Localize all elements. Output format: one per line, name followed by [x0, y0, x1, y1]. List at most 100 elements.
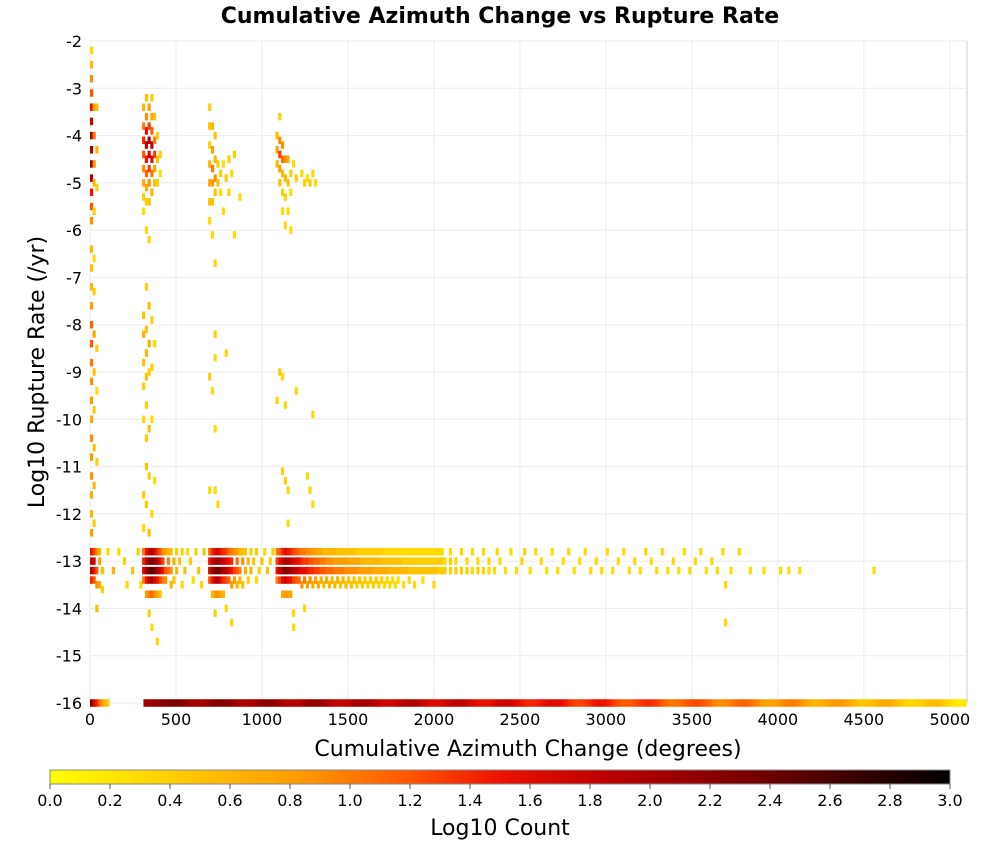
heatmap-cell: [748, 699, 752, 707]
colorbar-label: Log10 Count: [430, 816, 570, 841]
heatmap-cell: [949, 699, 953, 707]
heatmap-cell: [150, 112, 154, 121]
heatmap-cell: [232, 566, 237, 575]
heatmap-cell: [517, 699, 521, 707]
heatmap-cell: [363, 699, 367, 707]
heatmap-cell: [208, 566, 212, 575]
heatmap-cell: [209, 699, 213, 707]
heatmap-cell: [520, 699, 524, 707]
heatmap-cell: [208, 160, 212, 168]
heatmap-cell: [723, 581, 728, 589]
heatmap-cell: [210, 122, 215, 130]
heatmap-cell: [198, 699, 202, 707]
heatmap-cell: [249, 547, 253, 556]
heatmap-cell: [371, 557, 375, 565]
heatmap-cell: [875, 699, 879, 707]
heatmap-cell: [616, 557, 620, 565]
heatmap-cell: [314, 566, 318, 575]
heatmap-cell: [176, 699, 180, 707]
y-tick-label: -9: [66, 363, 82, 382]
heatmap-cell: [300, 699, 304, 707]
heatmap-cell: [338, 581, 342, 589]
heatmap-cell: [457, 699, 461, 707]
heatmap-cell: [336, 557, 340, 565]
heatmap-cell: [289, 590, 293, 598]
heatmap-cell: [144, 325, 148, 334]
heatmap-cell: [520, 557, 524, 565]
heatmap-cell: [281, 566, 285, 575]
heatmap-cell: [927, 699, 931, 707]
heatmap-cell: [344, 581, 348, 589]
heatmap-cell: [286, 519, 290, 528]
heatmap-cell: [224, 547, 228, 556]
heatmap-cell: [421, 557, 425, 565]
heatmap-cell: [150, 576, 154, 584]
colorbar-tick-label: 1.0: [337, 791, 362, 810]
heatmap-cell: [823, 699, 827, 707]
heatmap-cell: [286, 155, 290, 163]
heatmap-cell: [208, 141, 212, 149]
heatmap-cell: [825, 699, 829, 707]
heatmap-cell: [413, 547, 417, 556]
heatmap-cell: [459, 547, 464, 556]
heatmap-cell: [465, 699, 469, 707]
heatmap-cell: [180, 581, 184, 589]
heatmap-cell: [391, 566, 395, 575]
x-tick-label: 5000: [929, 710, 970, 729]
heatmap-cell: [281, 467, 285, 476]
heatmap-cell: [729, 566, 733, 575]
heatmap-cell: [195, 699, 199, 707]
heatmap-cell: [608, 699, 612, 707]
heatmap-cell: [347, 557, 351, 565]
heatmap-cell: [712, 699, 717, 707]
x-tick-label: 0: [85, 710, 95, 729]
heatmap-cell: [878, 699, 882, 707]
heatmap-cell: [905, 699, 909, 707]
heatmap-cell: [235, 566, 239, 575]
heatmap-cell: [232, 231, 237, 239]
heatmap-cell: [330, 557, 334, 565]
heatmap-cell: [202, 547, 206, 556]
heatmap-cell: [90, 699, 94, 707]
heatmap-cell: [155, 590, 159, 598]
heatmap-cell: [227, 547, 231, 556]
heatmap-cell: [600, 566, 604, 575]
heatmap-cell: [90, 202, 94, 211]
heatmap-cell: [278, 112, 282, 121]
heatmap-cell: [95, 103, 99, 111]
heatmap-cell: [308, 576, 312, 584]
heatmap-cell: [561, 699, 565, 707]
heatmap-cell: [580, 699, 585, 707]
heatmap-cell: [679, 699, 684, 707]
heatmap-cell: [308, 557, 312, 565]
heatmap-cell: [779, 566, 783, 575]
heatmap-cell: [216, 590, 220, 598]
heatmap-cell: [278, 136, 282, 145]
heatmap-cell: [393, 557, 397, 565]
heatmap-cell: [213, 188, 217, 197]
heatmap-cell: [153, 112, 157, 121]
heatmap-cell: [311, 557, 315, 565]
heatmap-cell: [147, 609, 151, 617]
heatmap-cell: [933, 699, 937, 707]
heatmap-cell: [479, 699, 483, 707]
heatmap-cell: [834, 699, 838, 707]
heatmap-cell: [228, 699, 232, 707]
heatmap-cell: [230, 169, 234, 178]
heatmap-cell: [184, 699, 188, 707]
heatmap-cell: [144, 283, 148, 291]
heatmap-cell: [90, 320, 94, 329]
heatmap-cell: [283, 557, 287, 565]
heatmap-cell: [539, 699, 543, 707]
heatmap-cell: [158, 576, 162, 584]
heatmap-cell: [142, 164, 146, 173]
heatmap-cell: [92, 481, 96, 490]
heatmap-cell: [762, 566, 766, 575]
heatmap-cell: [147, 302, 151, 310]
heatmap-cell: [300, 547, 304, 556]
heatmap-cell: [153, 576, 157, 584]
heatmap-cell: [377, 557, 381, 565]
heatmap-cell: [454, 699, 458, 707]
heatmap-cell: [208, 198, 212, 206]
heatmap-cell: [872, 566, 876, 575]
